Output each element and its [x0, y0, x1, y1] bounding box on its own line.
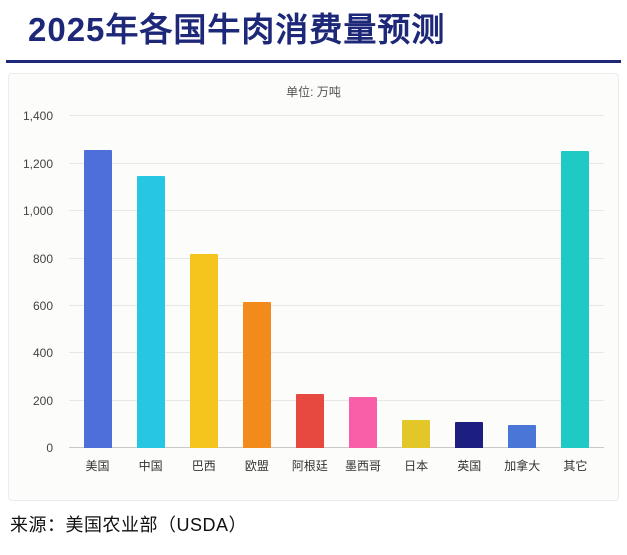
y-axis-tick-label: 400 — [32, 346, 53, 361]
chart-bar-美国 — [83, 149, 112, 449]
chart-bar-欧盟 — [242, 302, 271, 449]
bar-slot — [336, 116, 389, 449]
gridline — [69, 399, 604, 401]
gridline — [69, 115, 604, 117]
bar-slot — [390, 116, 443, 449]
gridline — [69, 210, 604, 212]
bars-row — [69, 116, 604, 449]
bar-slot — [71, 116, 124, 449]
x-axis-tick-label: 英国 — [457, 459, 482, 474]
x-axis-labels: 美国 中国 巴西 欧盟 阿根廷 墨西哥 日本 英国 加拿大 其它 — [69, 457, 604, 474]
chart-bar-其它 — [561, 150, 590, 449]
x-axis-tick-label: 墨西哥 — [345, 459, 382, 474]
chart-bar-日本 — [402, 419, 431, 449]
gridline — [69, 352, 604, 354]
y-axis-labels: 0 200 400 600 800 1,000 1,200 1,400 — [9, 109, 61, 455]
gridline — [69, 162, 604, 164]
x-axis-tick-label: 美国 — [85, 459, 110, 474]
chart-subtitle: 单位: 万吨 — [286, 85, 341, 100]
x-axis-tick-label: 中国 — [138, 459, 163, 474]
bar-slot — [230, 116, 283, 449]
y-axis-tick-label: 200 — [32, 393, 53, 408]
gridline — [69, 447, 604, 449]
plot-area — [69, 115, 604, 449]
x-axis-tick-label: 其它 — [563, 459, 588, 474]
chart-bar-阿根廷 — [295, 393, 324, 449]
page-title: 2025年各国牛肉消费量预测 — [28, 11, 446, 48]
x-axis-tick-label: 欧盟 — [244, 459, 269, 474]
y-axis-tick-label: 0 — [46, 441, 53, 456]
bar-slot — [177, 116, 230, 449]
chart-panel: 单位: 万吨 0 200 400 600 800 1,000 1,200 1,400 美国 中国… — [8, 73, 619, 502]
chart-bar-巴西 — [189, 253, 218, 449]
x-axis-tick-label: 巴西 — [191, 459, 216, 474]
y-axis-tick-label: 1,000 — [22, 204, 53, 219]
bar-slot — [549, 116, 602, 449]
bar-slot — [496, 116, 549, 449]
source-text: 来源：美国农业部（USDA） — [10, 515, 248, 536]
x-axis-tick-label: 日本 — [404, 459, 429, 474]
bar-slot — [124, 116, 177, 449]
bar-slot — [283, 116, 336, 449]
y-axis-tick-label: 1,400 — [22, 109, 53, 124]
chart-bar-英国 — [455, 422, 484, 449]
gridline — [69, 257, 604, 259]
x-axis-tick-label: 阿根廷 — [291, 459, 328, 474]
y-axis-tick-label: 600 — [32, 299, 53, 314]
bar-slot — [443, 116, 496, 449]
x-axis-tick-label: 加拿大 — [504, 459, 541, 474]
gridline — [69, 305, 604, 307]
chart-bar-墨西哥 — [349, 397, 378, 449]
y-axis-tick-label: 800 — [32, 251, 53, 266]
y-axis-tick-label: 1,200 — [22, 156, 53, 171]
title-divider — [6, 60, 621, 64]
chart-bar-加拿大 — [508, 424, 537, 449]
chart-bar-中国 — [136, 175, 165, 449]
